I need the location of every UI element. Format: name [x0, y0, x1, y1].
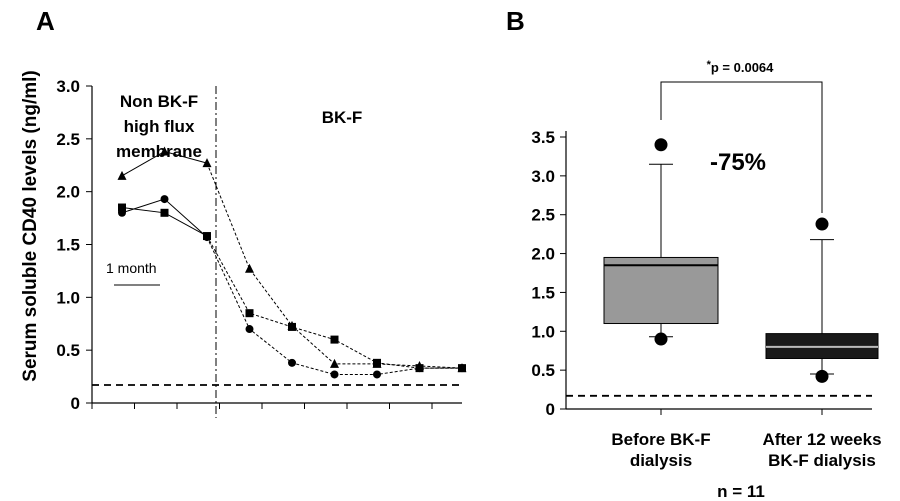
point-circle [415, 364, 424, 373]
y-tick-label-b: 3.5 [531, 128, 555, 147]
y-tick-label-b: 3.0 [531, 167, 555, 186]
outlier-point [815, 217, 829, 231]
point-triangle [202, 158, 212, 168]
point-triangle [245, 263, 254, 273]
y-tick-label-b: 2.0 [531, 245, 555, 264]
point-circle [160, 195, 169, 204]
y-tick-label-a: 3.0 [56, 77, 80, 96]
series-line-circle [121, 198, 208, 238]
significance-label: *p = 0.0064 [707, 59, 775, 75]
x-category-before-1: Before BK-F [611, 430, 710, 449]
n-label: n = 11 [717, 482, 765, 501]
point-square [160, 208, 169, 217]
y-tick-label-b: 1.0 [531, 322, 555, 341]
y-tick-label-a: 0.5 [56, 341, 80, 360]
panel-b-marks: 3.5 3.0 2.5 2.0 1.5 1.0 0.5 0 [531, 128, 879, 419]
panel-label-a: A [36, 6, 55, 36]
outlier-point [654, 138, 668, 152]
point-square [288, 322, 296, 331]
y-tick-label-b: 0 [546, 400, 555, 419]
panel-b-chart: Before BK-F dialysis After 12 weeks BK-F… [565, 59, 882, 501]
x-category-after-1: After 12 weeks [762, 430, 881, 449]
annotation-non-bkf-2: high flux [124, 117, 195, 136]
point-circle [458, 364, 466, 373]
y-tick-label-b: 0.5 [531, 361, 555, 380]
annotation-bkf: BK-F [322, 108, 363, 127]
outlier-point [654, 332, 668, 346]
y-axis-label: Serum soluble CD40 levels (ng/ml) [20, 70, 41, 381]
point-triangle [117, 170, 127, 180]
point-triangle [160, 146, 169, 156]
y-tick-label-a: 2.0 [56, 183, 80, 202]
change-label: -75% [710, 149, 766, 176]
scale-bar-label: 1 month [106, 260, 157, 276]
point-triangle [330, 358, 339, 368]
point-square [330, 335, 339, 344]
point-square [245, 309, 254, 318]
y-tick-label-a: 1.0 [56, 288, 80, 307]
panel-label-b: B [506, 6, 525, 36]
y-tick-label-a: 2.5 [56, 130, 80, 149]
panel-a-marks: 3.0 2.5 2.0 1.5 1.0 0.5 0 [56, 77, 467, 413]
point-circle [203, 233, 211, 242]
annotation-non-bkf-1: Non BK-F [120, 92, 198, 111]
series-line-square [206, 235, 462, 369]
significance-bracket [660, 81, 823, 213]
y-tick-label-a: 1.5 [56, 236, 80, 255]
outlier-point [815, 369, 829, 383]
point-circle [245, 325, 254, 334]
y-tick-label-b: 1.5 [531, 283, 555, 302]
point-circle [373, 370, 381, 379]
point-circle [288, 358, 296, 367]
y-tick-label-b: 2.5 [531, 206, 555, 225]
x-category-after-2: BK-F dialysis [768, 451, 876, 470]
point-circle [118, 208, 126, 217]
point-circle [330, 370, 339, 379]
y-tick-label-a: 0 [71, 394, 80, 413]
panel-a-chart: Serum soluble CD40 levels (ng/ml) Non BK… [20, 70, 462, 418]
point-square [373, 358, 381, 367]
box [603, 256, 719, 325]
point-square [118, 203, 126, 212]
x-category-before-2: dialysis [630, 451, 692, 470]
